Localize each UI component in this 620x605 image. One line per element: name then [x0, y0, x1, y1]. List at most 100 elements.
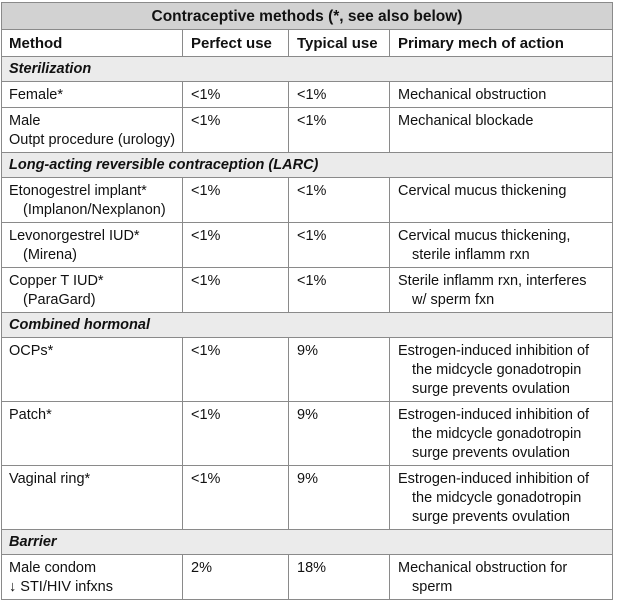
cell	[183, 555, 289, 600]
cell-text: <1%	[191, 87, 221, 103]
cell-text: Estrogen-induced inhibition of	[398, 343, 590, 359]
cell	[390, 466, 613, 530]
cell	[183, 108, 289, 153]
cell-text: (ParaGard)	[23, 292, 96, 308]
section-name: Combined hormonal	[9, 317, 150, 333]
title-cell	[1, 2, 613, 30]
section-name: Barrier	[9, 534, 57, 550]
cell-text: <1%	[191, 343, 221, 359]
cell-text: Vaginal ring*	[9, 471, 91, 487]
cell-text: Cervical mucus thickening,	[398, 228, 571, 244]
cell-text: Outpt procedure (urology)	[9, 132, 176, 148]
cell-text: <1%	[297, 183, 327, 199]
header-cell	[183, 30, 289, 57]
cell-text: ↓ STI/HIV infxns	[9, 579, 113, 595]
cell-text: surge prevents ovulation	[412, 381, 570, 397]
cell	[1, 82, 183, 108]
cell-text: 9%	[297, 343, 318, 359]
cell-text: 2%	[191, 560, 212, 576]
cell	[390, 108, 613, 153]
cell-text: Patch*	[9, 407, 52, 423]
cell-text: (Implanon/Nexplanon)	[23, 202, 166, 218]
cell-text: sterile inflamm rxn	[412, 247, 530, 263]
cell-text: Etonogestrel implant*	[9, 183, 147, 199]
cell-text: <1%	[191, 183, 221, 199]
cell-text: <1%	[297, 113, 327, 129]
section-row	[1, 153, 613, 178]
cell	[390, 268, 613, 313]
cell-text: surge prevents ovulation	[412, 509, 570, 525]
cell-text: Levonorgestrel IUD*	[9, 228, 140, 244]
cell	[183, 268, 289, 313]
cell-text: <1%	[297, 228, 327, 244]
cell-text: <1%	[191, 471, 221, 487]
cell	[1, 178, 183, 223]
cell	[390, 223, 613, 268]
cell	[390, 178, 613, 223]
cell	[390, 402, 613, 466]
cell	[289, 108, 390, 153]
header-text: Typical use	[297, 35, 378, 52]
cell-text: Cervical mucus thickening	[398, 183, 567, 199]
cell	[183, 466, 289, 530]
table-title: Contraceptive methods (*, see also below…	[151, 8, 463, 25]
cell-text: sperm	[412, 579, 453, 595]
header-text: Primary mech of action	[398, 35, 564, 52]
cell-text: Estrogen-induced inhibition of	[398, 407, 590, 423]
cell	[289, 555, 390, 600]
cell-text: the midcycle gonadotropin	[412, 426, 582, 442]
section-row	[1, 313, 613, 338]
cell-text: Male condom	[9, 560, 97, 576]
cell	[1, 268, 183, 313]
cell	[183, 82, 289, 108]
cell-text: the midcycle gonadotropin	[412, 490, 582, 506]
cell	[183, 178, 289, 223]
cell	[390, 338, 613, 402]
cell-text: 9%	[297, 471, 318, 487]
cell-text: <1%	[191, 113, 221, 129]
cell-text: Male	[9, 113, 41, 129]
cell-text: Sterile inflamm rxn, interferes	[398, 273, 587, 289]
cell-text: (Mirena)	[23, 247, 77, 263]
cell-text: Copper T IUD*	[9, 273, 104, 289]
cell	[1, 466, 183, 530]
section-row	[1, 57, 613, 82]
cell	[390, 82, 613, 108]
cell	[1, 223, 183, 268]
cell-text: Mechanical blockade	[398, 113, 534, 129]
cell	[183, 338, 289, 402]
cell	[1, 338, 183, 402]
cell-text: w/ sperm fxn	[412, 292, 495, 308]
cell-text: <1%	[297, 273, 327, 289]
cell	[1, 402, 183, 466]
cell	[183, 223, 289, 268]
cell-text: the midcycle gonadotropin	[412, 362, 582, 378]
cell-text: 18%	[297, 560, 327, 576]
cell-text: <1%	[191, 228, 221, 244]
cell-text: OCPs*	[9, 343, 54, 359]
cell-text: Mechanical obstruction for	[398, 560, 568, 576]
header-cell	[390, 30, 613, 57]
cell	[390, 555, 613, 600]
cell	[289, 268, 390, 313]
cell-text: Female*	[9, 87, 63, 103]
header-cell	[1, 30, 183, 57]
cell	[289, 338, 390, 402]
cell	[1, 555, 183, 600]
cell-text: <1%	[191, 407, 221, 423]
cell-text: surge prevents ovulation	[412, 445, 570, 461]
section-name: Long-acting reversible contraception (LA…	[9, 157, 319, 173]
section-row	[1, 530, 613, 555]
cell-text: <1%	[297, 87, 327, 103]
cell	[183, 402, 289, 466]
cell-text: Estrogen-induced inhibition of	[398, 471, 590, 487]
section-name: Sterilization	[9, 61, 92, 77]
cell	[1, 108, 183, 153]
cell-text: 9%	[297, 407, 318, 423]
cell-text: <1%	[191, 273, 221, 289]
cell	[289, 178, 390, 223]
header-text: Method	[9, 35, 63, 52]
header-cell	[289, 30, 390, 57]
